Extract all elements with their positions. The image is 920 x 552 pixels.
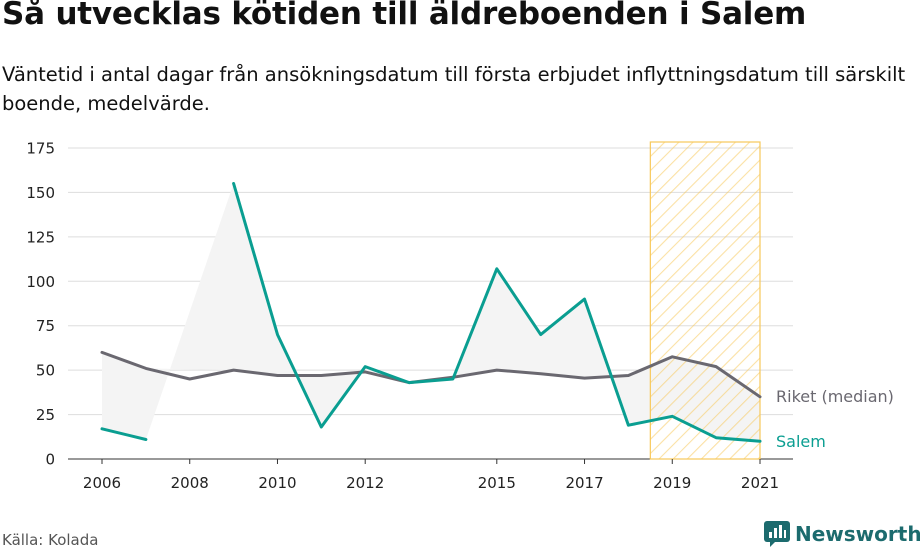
y-tick-label: 150	[26, 184, 55, 202]
x-tick-label: 2015	[478, 474, 516, 492]
y-tick-label: 50	[36, 362, 55, 380]
x-tick-label: 2019	[653, 474, 691, 492]
highlight-border	[649, 141, 761, 460]
brand-name: Newsworthy	[795, 522, 920, 546]
series-label-riket: Riket (median)	[776, 387, 894, 406]
y-tick-label: 175	[26, 140, 55, 158]
chart-title: Så utvecklas kötiden till äldreboenden i…	[2, 0, 807, 32]
x-tick-label: 2008	[171, 474, 209, 492]
x-tick-label: 2017	[565, 474, 603, 492]
brand-logo[interactable]: Newsworthy	[764, 521, 920, 547]
x-tick-label: 2012	[346, 474, 384, 492]
x-tick-label: 2021	[741, 474, 779, 492]
y-tick-label: 125	[26, 228, 55, 246]
chart-subtitle: Väntetid i antal dagar från ansökningsda…	[2, 63, 906, 115]
y-tick-label: 0	[45, 451, 55, 469]
newsworthy-logo-icon	[764, 521, 790, 547]
series-label-salem: Salem	[776, 432, 826, 451]
line-chart: 0 25 50 75 100 125 150 175 2006 2008 2010 2012 2015 2…	[26, 140, 894, 493]
y-tick-label: 25	[36, 406, 55, 424]
x-tick-label: 2010	[258, 474, 296, 492]
series-line-salem	[100, 182, 762, 443]
y-tick-label: 100	[26, 273, 55, 291]
source-note: Källa: Kolada	[2, 531, 99, 549]
x-tick-label: 2006	[83, 474, 121, 492]
highlight-hatch	[650, 142, 760, 459]
y-tick-label: 75	[36, 317, 55, 335]
